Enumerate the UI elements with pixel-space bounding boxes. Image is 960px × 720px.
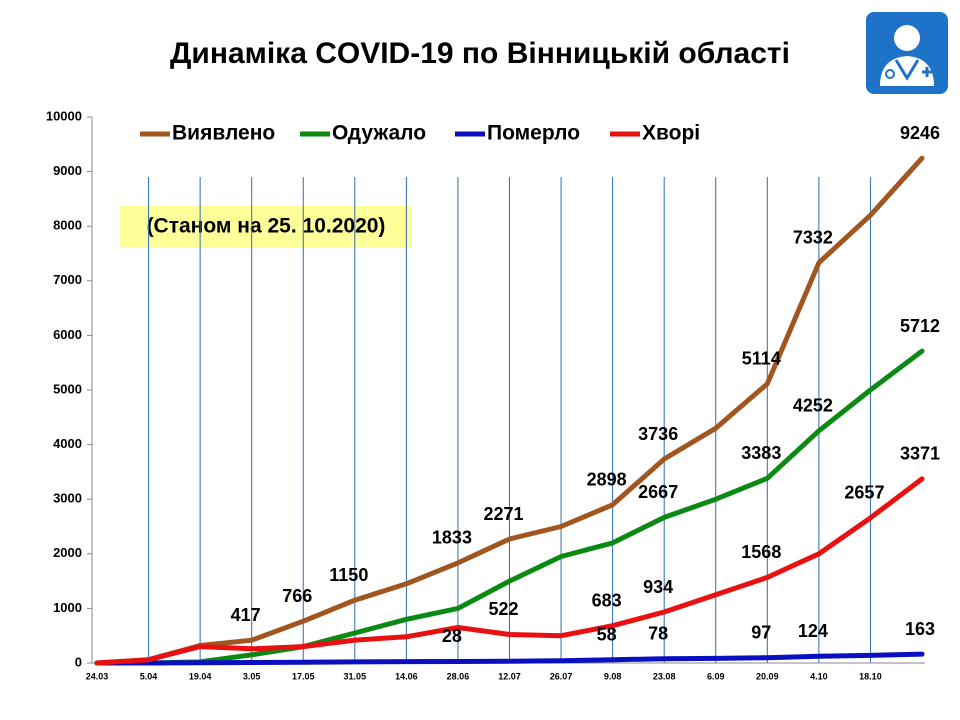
data-label: 5114 <box>742 349 781 369</box>
data-label: 163 <box>905 619 935 639</box>
legend-label: Хворі <box>642 122 700 145</box>
x-tick-label: 24.03 <box>86 671 109 681</box>
legend-label: Померло <box>487 122 580 145</box>
series-line <box>94 155 925 666</box>
data-label: 1568 <box>741 542 781 562</box>
data-label: 3736 <box>638 424 678 444</box>
y-tick-label: 9000 <box>53 163 82 178</box>
x-tick-label: 3.05 <box>243 671 261 681</box>
logo-collar <box>894 59 920 81</box>
data-label: 3371 <box>900 444 940 464</box>
data-label: 58 <box>597 625 617 645</box>
x-tick-label: 12.07 <box>498 671 521 681</box>
data-label: 2667 <box>638 482 678 502</box>
x-tick-label: 19.04 <box>189 671 212 681</box>
logo <box>866 12 948 94</box>
data-label: 766 <box>282 586 312 606</box>
y-tick-label: 2000 <box>53 545 82 560</box>
data-label: 417 <box>231 605 261 625</box>
data-label: 5712 <box>900 316 940 336</box>
data-label: 97 <box>751 622 771 642</box>
subtitle-box <box>120 206 412 248</box>
data-label: 2898 <box>587 470 627 490</box>
data-label: 683 <box>592 590 622 610</box>
data-label: 2657 <box>844 483 884 503</box>
data-label: 7332 <box>793 227 833 247</box>
logo-stethoscope <box>885 69 895 79</box>
y-tick-label: 7000 <box>53 272 82 287</box>
data-label: 2271 <box>483 504 523 524</box>
series-line <box>94 651 925 666</box>
logo-cross <box>922 67 932 77</box>
x-tick-label: 28.06 <box>447 671 470 681</box>
logo-body <box>880 56 934 86</box>
data-label: 9246 <box>900 123 940 143</box>
series-line <box>94 476 925 666</box>
x-tick-label: 18.10 <box>859 671 882 681</box>
series-line <box>94 348 925 666</box>
y-tick-label: 10000 <box>46 108 82 123</box>
data-label: 1150 <box>329 565 368 585</box>
y-tick-label: 1000 <box>53 600 82 615</box>
x-tick-label: 26.07 <box>550 671 573 681</box>
data-label: 4252 <box>793 396 833 416</box>
y-tick-label: 5000 <box>53 381 82 396</box>
data-label: 78 <box>648 623 668 643</box>
data-label: 3383 <box>741 443 781 463</box>
chart-title: Динаміка COVID-19 по Вінницькій області <box>170 37 790 70</box>
y-tick-label: 8000 <box>53 218 82 233</box>
data-label: 28 <box>442 626 462 646</box>
legend-label: Одужало <box>332 122 426 145</box>
data-label: 934 <box>643 577 673 597</box>
data-label: 1833 <box>432 528 472 548</box>
x-tick-label: 6.09 <box>707 671 725 681</box>
x-tick-label: 17.05 <box>292 671 315 681</box>
data-label: 124 <box>798 621 828 641</box>
legend-label: Виявлено <box>172 122 275 145</box>
y-tick-label: 6000 <box>53 327 82 342</box>
y-tick-label: 4000 <box>53 436 82 451</box>
x-tick-label: 9.08 <box>604 671 622 681</box>
x-tick-label: 20.09 <box>756 671 779 681</box>
data-label: 522 <box>488 599 518 619</box>
x-tick-label: 31.05 <box>344 671 367 681</box>
x-tick-label: 5.04 <box>140 671 158 681</box>
x-tick-label: 14.06 <box>395 671 418 681</box>
y-tick-label: 3000 <box>53 491 82 506</box>
subtitle: (Станом на 25. 10.2020) <box>147 215 386 238</box>
y-tick-label: 0 <box>75 654 82 669</box>
x-tick-label: 4.10 <box>810 671 828 681</box>
x-tick-label: 23.08 <box>653 671 676 681</box>
logo-head <box>894 25 920 51</box>
